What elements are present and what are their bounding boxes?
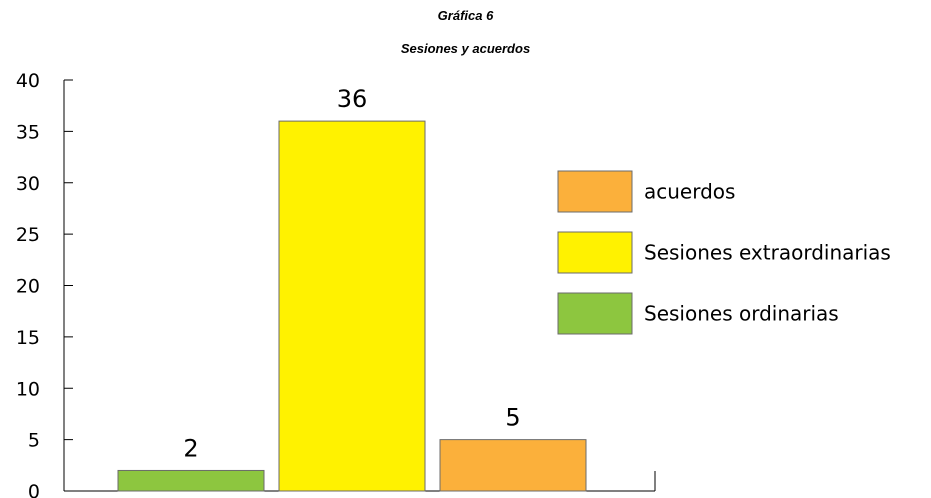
chart-subtitle: Sesiones y acuerdos bbox=[400, 41, 531, 56]
legend-sesiones-extraordinarias-label: Sesiones extraordinarias bbox=[644, 241, 891, 265]
bar-sesiones-extraordinarias bbox=[278, 120, 426, 492]
legend-sesiones-ordinarias-swatch bbox=[557, 292, 633, 335]
data-label: 36 bbox=[337, 85, 368, 113]
y-tick-label: 35 bbox=[16, 121, 40, 143]
legend-sesiones-extraordinarias-swatch bbox=[557, 231, 633, 274]
legend-acuerdos-label: acuerdos bbox=[644, 180, 735, 204]
y-tick-label: 10 bbox=[16, 378, 40, 400]
data-labels: 2 36 5 bbox=[183, 85, 520, 462]
data-label: 5 bbox=[505, 404, 520, 432]
y-tick-label: 15 bbox=[16, 327, 40, 349]
y-axis: 0 5 10 15 20 25 30 35 40 bbox=[16, 70, 73, 498]
legend-sesiones-ordinarias-label: Sesiones ordinarias bbox=[644, 302, 839, 326]
bar-sesiones-ordinarias bbox=[117, 469, 265, 492]
bars bbox=[117, 120, 587, 492]
legend-acuerdos-swatch bbox=[557, 170, 633, 213]
y-tick-label: 40 bbox=[16, 70, 40, 92]
data-label: 2 bbox=[183, 434, 198, 462]
y-tick-label: 25 bbox=[16, 224, 40, 246]
y-tick-label: 0 bbox=[28, 481, 40, 498]
chart-title: Gráfica 6 bbox=[437, 8, 494, 23]
y-tick-label: 5 bbox=[28, 430, 40, 452]
bar-acuerdos bbox=[439, 439, 587, 492]
y-tick-label: 30 bbox=[16, 173, 40, 195]
legend: acuerdos Sesiones extraordinarias Sesiones… bbox=[557, 170, 891, 335]
y-tick-label: 20 bbox=[16, 276, 40, 298]
chart-title-block: Gráfica 6 Sesiones y acuerdos bbox=[0, 8, 931, 56]
